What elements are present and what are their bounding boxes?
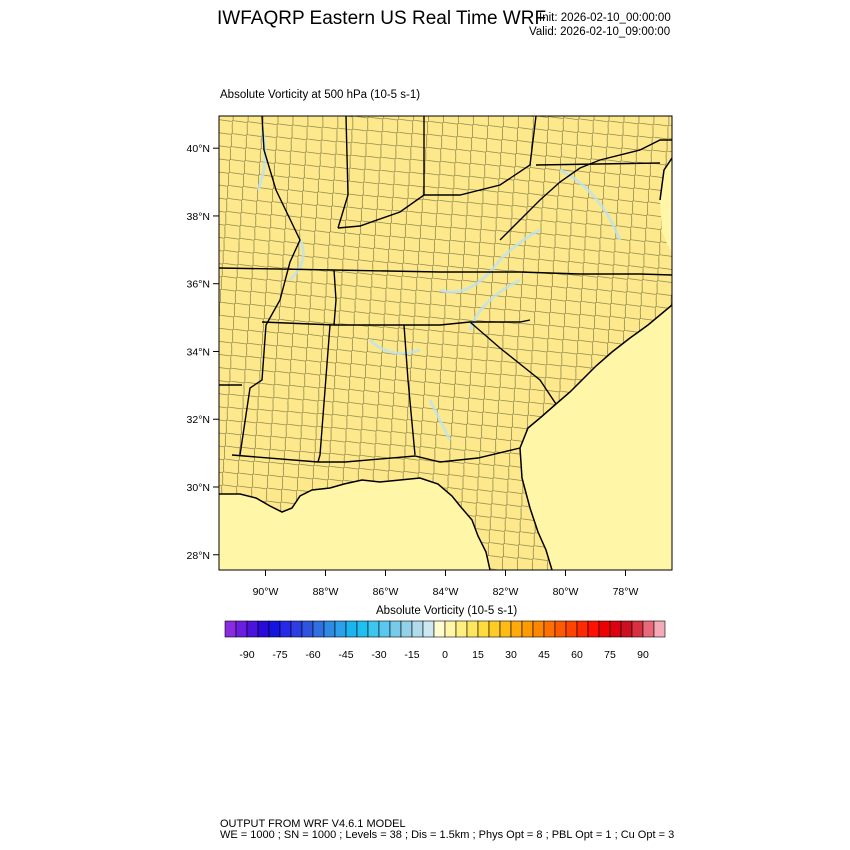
county-boundaries	[219, 116, 672, 570]
lat-tick-label: 34°N	[187, 346, 210, 358]
colorbar-tick-label: 15	[472, 649, 484, 661]
lon-tick-label: 82°W	[493, 586, 519, 598]
colorbar-box	[609, 620, 622, 638]
colorbar-box	[400, 620, 413, 638]
colorbar-box	[367, 620, 380, 638]
colorbar-box	[422, 620, 435, 638]
map-area	[219, 116, 672, 570]
colorbar-box	[246, 620, 259, 638]
colorbar-title: Absolute Vorticity (10-5 s-1)	[376, 605, 518, 617]
colorbar-box	[488, 620, 501, 638]
colorbar-box	[378, 620, 391, 638]
colorbar-tick-labels: -90 -75 -60 -45 -30 -15 0 15 30 45 60 75 90	[239, 649, 649, 661]
lon-tick-label: 88°W	[313, 586, 339, 598]
colorbar-tick-label: 90	[637, 649, 649, 661]
colorbar-box	[301, 620, 314, 638]
colorbar-tick-label: 45	[538, 649, 550, 661]
colorbar-box	[356, 620, 369, 638]
colorbar-box	[587, 620, 600, 638]
colorbar-box	[510, 620, 523, 638]
colorbar-box	[268, 620, 281, 638]
colorbar-box	[466, 620, 479, 638]
colorbar-box	[224, 620, 237, 638]
colorbar-tick-label: -90	[239, 649, 254, 661]
lon-tick-label: 78°W	[613, 586, 639, 598]
colorbar-box	[444, 620, 457, 638]
colorbar-box	[334, 620, 347, 638]
colorbar-box	[554, 620, 567, 638]
colorbar-tick-label: -15	[404, 649, 419, 661]
longitude-axis: 90°W 88°W 86°W 84°W 82°W 80°W 78°W	[253, 570, 639, 598]
colorbar-box	[477, 620, 490, 638]
latitude-axis: 40°N 38°N 36°N 34°N 32°N 30°N 28°N	[187, 143, 219, 562]
colorbar-box	[455, 620, 468, 638]
colorbar-box	[565, 620, 578, 638]
lat-tick-label: 32°N	[187, 414, 210, 426]
colorbar-box	[312, 620, 325, 638]
lat-tick-label: 36°N	[187, 279, 210, 291]
colorbar-box	[576, 620, 589, 638]
coastline	[219, 157, 672, 570]
colorbar-box	[235, 620, 248, 638]
colorbar-box	[257, 620, 270, 638]
lon-tick-label: 90°W	[253, 586, 279, 598]
field-title: Absolute Vorticity at 500 hPa (10-5 s-1)	[220, 89, 421, 101]
footer-model-line: OUTPUT FROM WRF V4.6.1 MODEL	[220, 818, 406, 830]
colorbar-box	[411, 620, 424, 638]
colorbar-box	[389, 620, 402, 638]
lon-tick-label: 80°W	[553, 586, 579, 598]
colorbar-box	[323, 620, 336, 638]
colorbar-box	[345, 620, 358, 638]
colorbar-tick-label: 75	[604, 649, 616, 661]
colorbar-tick-label: -75	[272, 649, 287, 661]
colorbar-tick-label: -45	[338, 649, 353, 661]
colorbar-tick-label: 60	[571, 649, 583, 661]
colorbar-tick-label: -60	[305, 649, 320, 661]
state-boundaries	[219, 116, 672, 463]
lat-tick-label: 28°N	[187, 550, 210, 562]
init-time: Init: 2026-02-10_00:00:00	[539, 12, 671, 24]
colorbar-box	[631, 620, 644, 638]
colorbar	[224, 620, 666, 638]
colorbar-tick-label: -30	[371, 649, 386, 661]
colorbar-box	[532, 620, 545, 638]
lon-tick-label: 86°W	[373, 586, 399, 598]
colorbar-box	[279, 620, 292, 638]
lat-tick-label: 30°N	[187, 482, 210, 494]
colorbar-tick-label: 0	[442, 649, 448, 661]
valid-time: Valid: 2026-02-10_09:00:00	[529, 26, 671, 38]
main-title: IWFAQRP Eastern US Real Time WRF	[217, 8, 547, 29]
colorbar-box	[653, 620, 666, 638]
lon-tick-label: 84°W	[433, 586, 459, 598]
colorbar-box	[543, 620, 556, 638]
colorbar-box	[499, 620, 512, 638]
colorbar-box	[290, 620, 303, 638]
colorbar-box	[642, 620, 655, 638]
colorbar-box	[620, 620, 633, 638]
colorbar-box	[433, 620, 446, 638]
lat-tick-label: 38°N	[187, 211, 210, 223]
colorbar-box	[521, 620, 534, 638]
colorbar-tick-label: 30	[505, 649, 517, 661]
lat-tick-label: 40°N	[187, 143, 210, 155]
footer-config-line: WE = 1000 ; SN = 1000 ; Levels = 38 ; Di…	[220, 829, 675, 841]
colorbar-box	[598, 620, 611, 638]
